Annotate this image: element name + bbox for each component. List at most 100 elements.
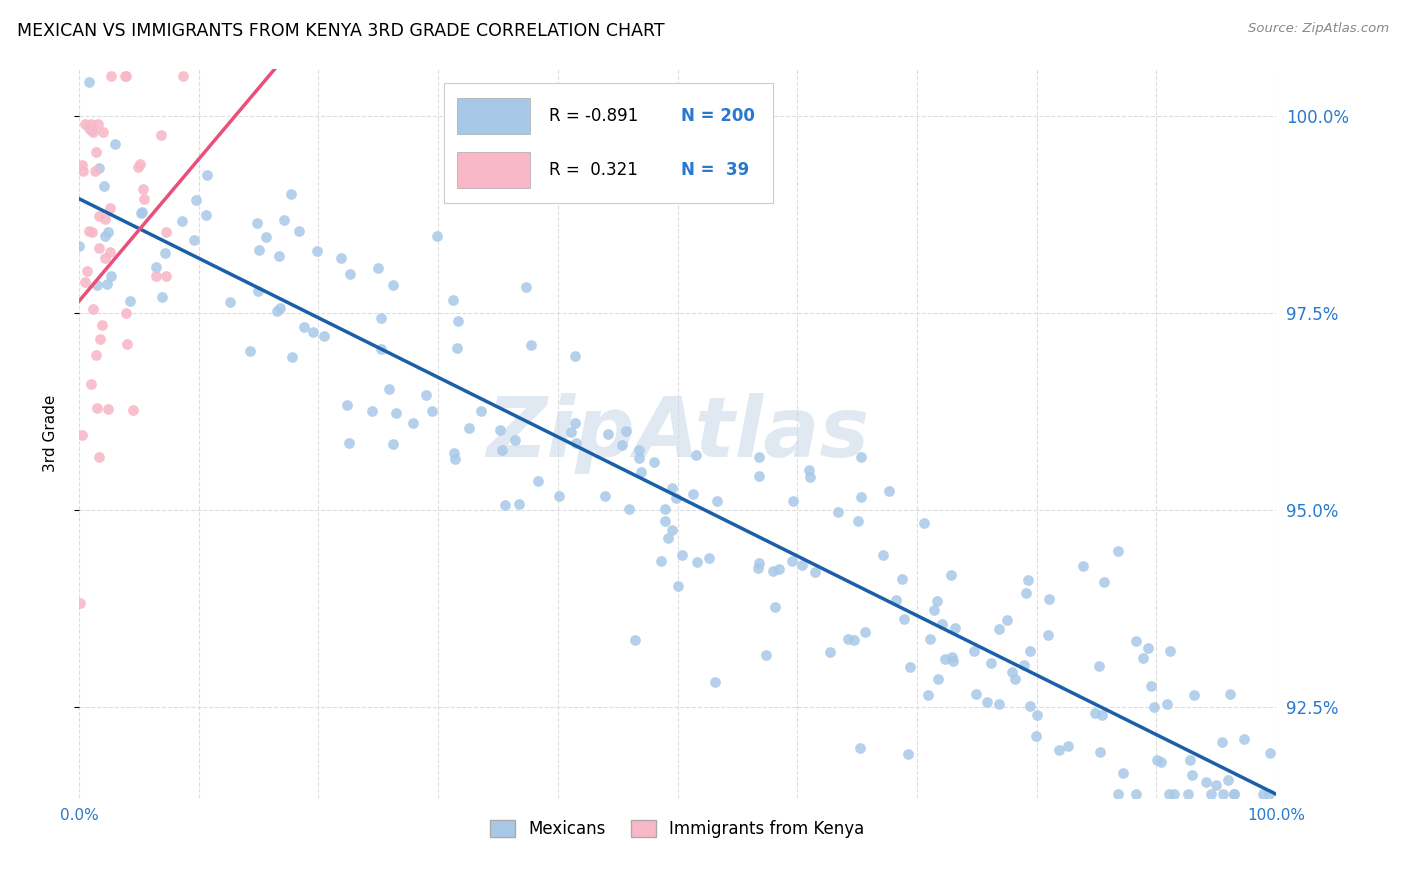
Point xyxy=(91,125,114,139)
Point xyxy=(70,427,93,442)
Point xyxy=(963,644,986,658)
Point xyxy=(195,208,218,222)
Point xyxy=(70,157,93,171)
Point xyxy=(246,216,269,230)
Point xyxy=(80,117,103,131)
Point xyxy=(1038,592,1060,607)
Point xyxy=(849,450,872,464)
Point xyxy=(780,554,803,568)
Point xyxy=(183,233,205,247)
Point xyxy=(782,494,804,508)
Point xyxy=(893,612,915,626)
Point xyxy=(305,244,328,258)
Point xyxy=(1015,586,1038,600)
Point xyxy=(547,489,569,503)
Point xyxy=(1107,787,1129,801)
Point xyxy=(1125,633,1147,648)
Point xyxy=(494,498,516,512)
Point xyxy=(762,564,785,578)
Point xyxy=(763,599,786,614)
Point xyxy=(697,551,720,566)
Point xyxy=(269,301,291,316)
Point xyxy=(100,70,122,84)
Point xyxy=(86,278,108,293)
Point xyxy=(1084,706,1107,720)
Point xyxy=(654,502,676,516)
Point xyxy=(441,293,464,307)
Point xyxy=(564,417,586,431)
Point xyxy=(361,404,384,418)
Point xyxy=(877,483,900,498)
Point xyxy=(114,70,136,84)
Point xyxy=(1057,739,1080,753)
Point xyxy=(73,117,96,131)
Text: Source: ZipAtlas.com: Source: ZipAtlas.com xyxy=(1249,22,1389,36)
Point xyxy=(1211,734,1233,748)
Point xyxy=(247,284,270,298)
Point xyxy=(273,213,295,227)
Point xyxy=(1094,574,1116,589)
Point xyxy=(1139,679,1161,693)
Point xyxy=(77,120,100,135)
Point xyxy=(748,556,770,570)
Point xyxy=(76,264,98,278)
Point xyxy=(77,224,100,238)
Point xyxy=(897,747,920,761)
Point xyxy=(617,501,640,516)
Point xyxy=(598,426,620,441)
Point xyxy=(1017,573,1039,587)
Point xyxy=(184,194,207,208)
Point xyxy=(665,491,688,505)
Point xyxy=(370,311,392,326)
Point xyxy=(84,145,107,159)
Point xyxy=(384,406,406,420)
Point xyxy=(685,555,707,569)
Point xyxy=(447,314,470,328)
Point xyxy=(965,687,987,701)
Point xyxy=(115,70,138,84)
Point xyxy=(247,243,270,257)
Point xyxy=(1004,672,1026,686)
Point xyxy=(134,192,156,206)
Point xyxy=(155,269,177,284)
Point xyxy=(370,342,392,356)
Point xyxy=(657,531,679,545)
Point xyxy=(976,694,998,708)
Point xyxy=(666,579,689,593)
Point xyxy=(614,424,637,438)
Point xyxy=(519,338,541,352)
Point xyxy=(927,594,949,608)
Point xyxy=(77,75,100,89)
Point xyxy=(281,350,304,364)
Point xyxy=(155,246,177,260)
Point xyxy=(872,548,894,562)
Point xyxy=(87,117,110,131)
Point xyxy=(768,562,790,576)
Point xyxy=(1216,772,1239,787)
Point xyxy=(100,245,122,260)
Point xyxy=(995,613,1018,627)
Point xyxy=(80,225,103,239)
Point xyxy=(82,301,104,316)
Point xyxy=(920,632,942,646)
Point xyxy=(1177,787,1199,801)
Point xyxy=(97,225,120,239)
Point xyxy=(381,278,404,293)
Point xyxy=(150,128,173,142)
Point xyxy=(93,252,115,266)
Point xyxy=(1047,743,1070,757)
Point xyxy=(120,293,142,308)
Point xyxy=(266,304,288,318)
Point xyxy=(155,226,177,240)
Point xyxy=(94,211,117,226)
Point xyxy=(367,260,389,275)
Y-axis label: 3rd Grade: 3rd Grade xyxy=(44,394,58,472)
Point xyxy=(515,280,537,294)
Point xyxy=(84,348,107,362)
Point xyxy=(654,515,676,529)
Point xyxy=(122,402,145,417)
Point xyxy=(87,161,110,176)
Point xyxy=(1163,787,1185,801)
Point xyxy=(1026,708,1049,723)
Point xyxy=(89,241,111,255)
